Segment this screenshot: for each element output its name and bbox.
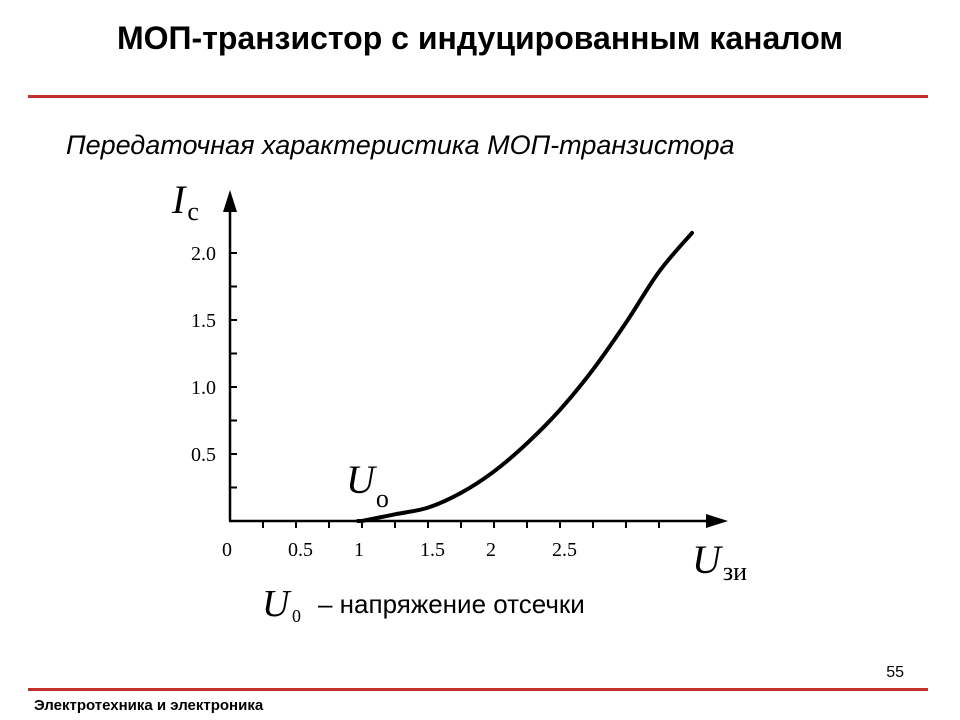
- x-axis-label-main: U: [692, 537, 724, 582]
- y-tick-label: 1.5: [191, 310, 216, 332]
- y-tick-label: 2.0: [191, 243, 216, 265]
- y-tick-label: 1.0: [191, 377, 216, 399]
- y-axis-label-main: I: [171, 177, 187, 222]
- footer-text: Электротехника и электроника: [34, 697, 264, 714]
- threshold-note: U 0 – напряжение отсечки: [262, 580, 702, 630]
- x-tick-label: 0: [222, 539, 232, 561]
- threshold-label-main: U: [346, 457, 378, 502]
- x-tick-label: 1.5: [420, 539, 445, 561]
- chart-axes: [228, 208, 712, 523]
- footer-divider: [28, 688, 928, 691]
- note-text: – напряжение отсечки: [318, 589, 585, 619]
- y-axis-label-sub: с: [187, 197, 199, 226]
- x-tick-labels: 0 0.5 1 1.5 2 2.5: [222, 539, 577, 561]
- y-tick-labels: 0.5 1.0 1.5 2.0: [191, 243, 216, 466]
- slide-title: МОП-транзистор с индуцированным каналом: [116, 20, 843, 56]
- threshold-label-sub: о: [376, 484, 389, 513]
- y-tick-label: 0.5: [191, 444, 216, 466]
- x-tick-label: 0.5: [288, 539, 313, 561]
- x-axis-label: Uзи: [692, 537, 747, 586]
- x-tick-label: 2: [486, 539, 496, 561]
- title-divider: [28, 95, 928, 98]
- x-tick-label: 2.5: [552, 539, 577, 561]
- note-symbol: U: [262, 583, 290, 625]
- x-tick-label: 1: [354, 539, 364, 561]
- note-subscript: 0: [292, 606, 301, 626]
- y-minor-ticks: [229, 252, 237, 489]
- y-axis-label: Iс: [171, 177, 199, 226]
- chart-subtitle: Передаточная характеристика МОП-транзист…: [66, 130, 735, 160]
- y-axis-arrow: [223, 190, 237, 212]
- transfer-curve: [356, 230, 694, 523]
- x-axis-label-sub: зи: [723, 557, 747, 586]
- threshold-label: Uо: [346, 457, 389, 513]
- x-axis-arrow: [706, 514, 728, 528]
- page-number: 55: [886, 664, 904, 681]
